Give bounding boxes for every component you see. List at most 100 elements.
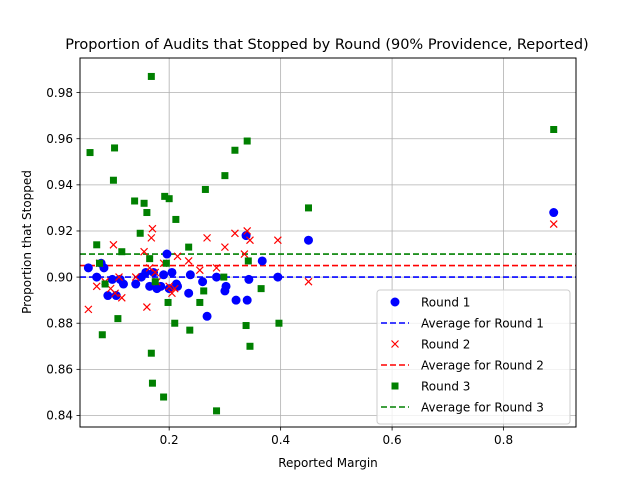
round-3-point — [275, 319, 283, 327]
round-3-point — [221, 172, 229, 180]
round-1-point — [198, 277, 208, 287]
round-3-point — [164, 298, 172, 306]
round-3-point — [148, 379, 156, 387]
round-2-point — [173, 252, 182, 261]
round-3-point — [231, 146, 239, 154]
round-1-point — [244, 274, 254, 284]
legend-swatch — [390, 297, 400, 307]
round-1-point — [83, 263, 93, 273]
round-3-point — [147, 349, 155, 357]
round-3-point — [243, 137, 251, 145]
round-2-point — [168, 289, 176, 298]
round-2-point — [549, 220, 558, 228]
round-2-point — [109, 240, 118, 249]
round-2-point — [147, 233, 156, 242]
round-2-point — [148, 224, 157, 233]
y-tick-label: 0.96 — [46, 132, 73, 146]
round-2-point — [117, 293, 126, 302]
round-3-point — [93, 241, 101, 249]
round-2-point — [115, 273, 123, 282]
y-tick-label: 0.86 — [46, 363, 73, 377]
x-tick-label: 0.2 — [160, 433, 179, 447]
round-3-point — [213, 407, 221, 415]
round-2-point — [203, 233, 211, 242]
round-1-point — [549, 208, 559, 218]
round-2-point — [111, 289, 120, 298]
round-3-point — [111, 144, 119, 152]
grid — [80, 58, 576, 427]
round-1-point — [184, 288, 194, 298]
round-3-point — [151, 278, 159, 286]
round-1-point — [212, 272, 222, 282]
x-axis-ticks: 0.2 0.4 0.6 0.8 — [160, 427, 513, 447]
round-2-point — [184, 257, 193, 265]
round-1-point — [107, 274, 117, 284]
round-3-point — [162, 259, 170, 267]
round-1-point — [92, 272, 102, 282]
y-tick-label: 0.90 — [46, 270, 73, 284]
round-2-point — [165, 282, 174, 291]
round-3-point — [86, 149, 94, 157]
round-1-point — [162, 249, 172, 259]
y-tick-label: 0.84 — [46, 409, 73, 423]
legend-entry: Round 3 — [421, 380, 470, 394]
legend-swatch — [391, 382, 399, 390]
round-2-point — [243, 227, 252, 235]
round-2-point — [220, 243, 229, 252]
legend-swatch — [391, 340, 399, 348]
round-2-point — [304, 277, 313, 286]
legend-entry: Round 2 — [421, 338, 470, 352]
round-2-point — [145, 263, 154, 272]
round-3-point — [101, 280, 109, 288]
round-2-point — [246, 236, 254, 245]
round-3-point — [118, 248, 126, 256]
x-tick-label: 0.6 — [383, 433, 402, 447]
round-3-point — [201, 185, 209, 193]
round-3-point — [244, 257, 252, 265]
round-2-point — [170, 284, 179, 293]
round-1-point — [118, 279, 128, 289]
round-3-point — [172, 215, 180, 223]
round-1-point — [103, 291, 113, 301]
plot-frame — [79, 57, 577, 428]
round-1-point — [131, 279, 141, 289]
round-3-point — [98, 331, 106, 339]
round-2-point — [195, 266, 204, 275]
round-3-point — [185, 243, 193, 251]
round-1-point — [257, 256, 267, 266]
legend-entry: Average for Round 3 — [421, 401, 544, 415]
round-3-point — [550, 125, 558, 133]
round-1-point — [159, 270, 169, 280]
y-axis-label: Proportion that Stopped — [20, 170, 34, 314]
legend: Round 1 Average for Round 1 Round 2 Average… — [376, 289, 571, 425]
round-3-point — [242, 322, 250, 330]
round-3-point — [147, 72, 155, 80]
legend-box — [376, 289, 571, 425]
round-2-points — [84, 220, 558, 314]
y-tick-label: 0.98 — [46, 86, 73, 100]
round-3-point — [143, 209, 151, 217]
x-tick-label: 0.8 — [494, 433, 513, 447]
round-2-point — [142, 303, 151, 311]
round-3-point — [196, 298, 204, 306]
round-2-point — [151, 268, 160, 277]
round-3-points — [86, 72, 558, 415]
legend-entry: Round 1 — [421, 296, 470, 310]
round-3-point — [246, 342, 254, 350]
y-tick-label: 0.94 — [46, 178, 73, 192]
chart-title: Proportion of Audits that Stopped by Rou… — [65, 37, 588, 53]
round-1-point — [303, 235, 313, 245]
round-3-point — [140, 199, 148, 207]
round-3-point — [257, 285, 265, 293]
round-3-point — [131, 197, 139, 205]
round-1-point — [221, 281, 231, 291]
round-2-point — [131, 273, 140, 282]
round-2-point — [140, 247, 149, 256]
round-1-point — [185, 270, 195, 280]
round-3-point — [161, 192, 169, 200]
round-3-point — [200, 287, 208, 295]
round-3-point — [160, 393, 168, 401]
round-3-point — [171, 319, 179, 327]
legend-entry: Average for Round 1 — [421, 317, 544, 331]
